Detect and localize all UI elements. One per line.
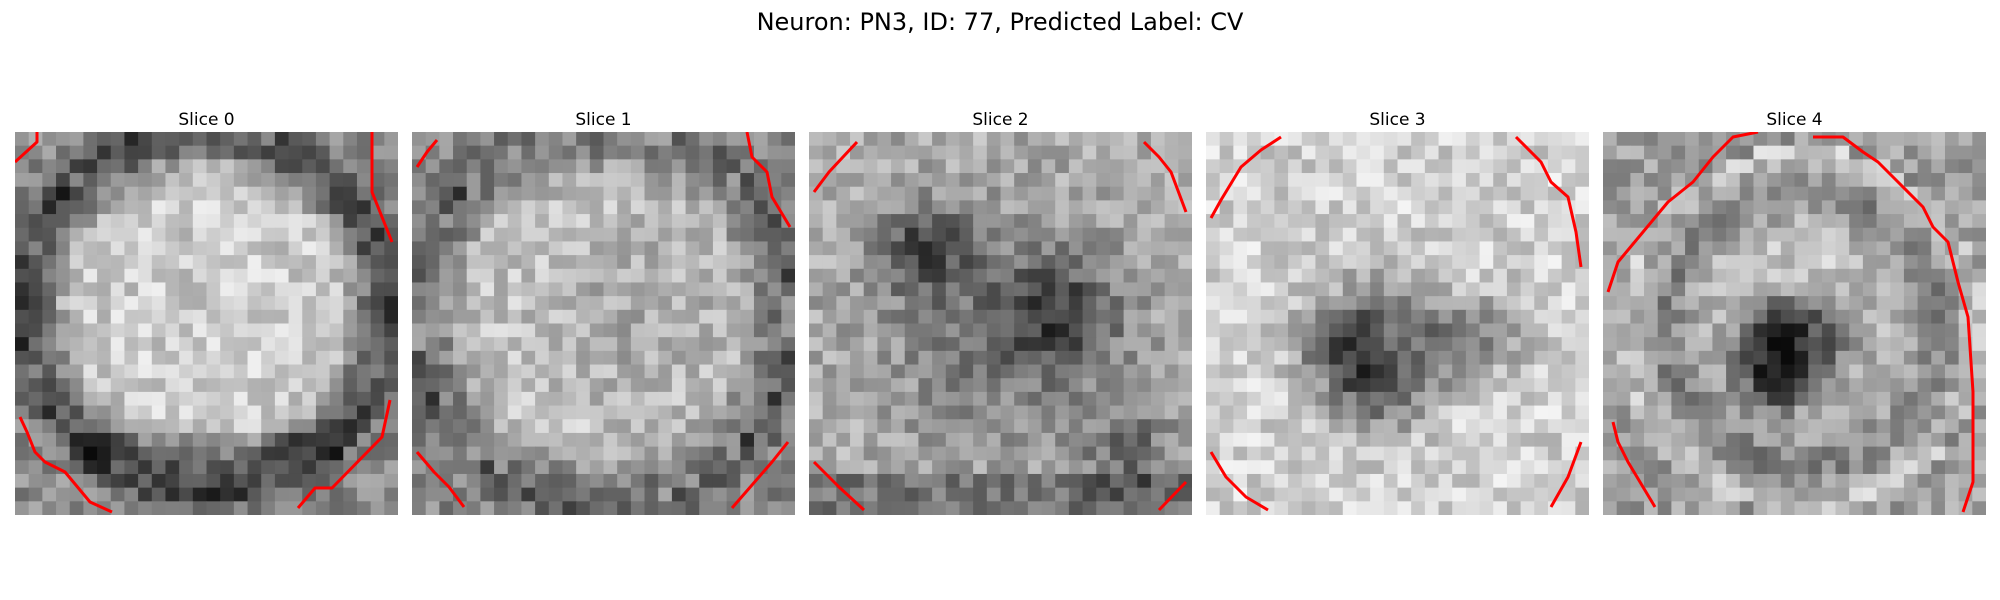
slice-title-0: Slice 0 [178, 110, 235, 130]
slice-title-2: Slice 2 [972, 110, 1029, 130]
slice-image-1 [412, 132, 795, 515]
slice-panel-3: Slice 3 [1206, 108, 1589, 515]
figure-title: Neuron: PN3, ID: 77, Predicted Label: CV [756, 8, 1244, 36]
segmentation-contour [1549, 441, 1583, 508]
segmentation-contour [1611, 421, 1657, 508]
segmentation-contour [370, 132, 394, 243]
segmentation-contour [15, 132, 39, 164]
slice-title-4: Slice 4 [1766, 110, 1823, 130]
segmentation-contour [415, 451, 466, 508]
segmentation-contour [812, 140, 859, 193]
slice-image-0 [15, 132, 398, 515]
slice-image-2 [809, 132, 1192, 515]
segmentation-contour [18, 416, 113, 514]
slice-panel-1: Slice 1 [412, 108, 795, 515]
segmentation-contour [1209, 451, 1269, 512]
segmentation-contour [1209, 135, 1282, 219]
segmentation-contour [415, 139, 439, 168]
segmentation-contour [812, 460, 866, 512]
segmentation-contour [296, 399, 392, 509]
slice-image-3 [1206, 132, 1589, 515]
slice-title-1: Slice 1 [575, 110, 632, 130]
segmentation-contour [1157, 480, 1188, 512]
segmentation-contour [745, 132, 792, 228]
segmentation-contour [1813, 135, 1975, 513]
slice-image-4 [1603, 132, 1986, 515]
segmentation-contour [1514, 135, 1583, 268]
segmentation-contour [1142, 140, 1188, 213]
slice-panel-0: Slice 0 [15, 108, 398, 515]
slice-panel-4: Slice 4 [1603, 108, 1986, 515]
segmentation-contour [730, 441, 790, 509]
slice-title-3: Slice 3 [1369, 110, 1426, 130]
segmentation-contour [1606, 132, 1759, 293]
slice-panel-2: Slice 2 [809, 108, 1192, 515]
